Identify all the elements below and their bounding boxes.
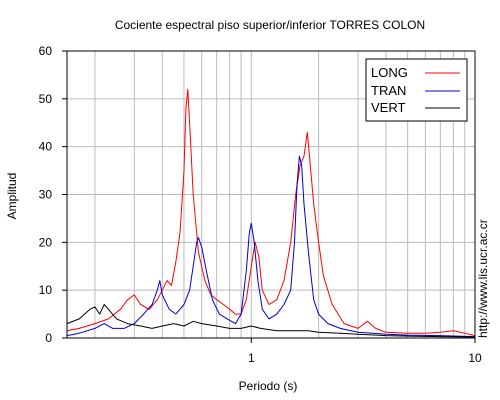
y-tick-label: 50 <box>39 92 53 106</box>
x-axis-label: Periodo (s) <box>239 379 298 393</box>
y-axis-label: Amplitud <box>5 173 19 220</box>
series-line-long <box>66 88 476 337</box>
series-line-vert <box>66 304 476 338</box>
y-tick-label: 40 <box>39 140 53 154</box>
series-layer <box>66 88 476 338</box>
legend-label-long: LONG <box>371 65 408 80</box>
y-tick-label: 20 <box>39 235 53 249</box>
y-tick-label: 60 <box>39 44 53 58</box>
y-tick-label: 0 <box>45 331 52 345</box>
axis-ticks: 0 10 20 30 40 50 60 1 10 <box>39 44 482 365</box>
legend-box <box>365 58 468 122</box>
y-tick-label: 10 <box>39 283 53 297</box>
x-tick-label: 1 <box>248 351 255 365</box>
legend-label-vert: VERT <box>371 100 405 115</box>
y-tick-label: 30 <box>39 188 53 202</box>
x-tick-label: 10 <box>468 351 482 365</box>
series-line-tran <box>66 155 476 338</box>
chart-title: Cociente espectral piso superior/inferio… <box>115 18 425 32</box>
legend-label-tran: TRAN <box>371 83 406 98</box>
legend: LONG TRAN VERT <box>365 58 468 122</box>
plot-frame <box>66 50 476 339</box>
credit-url: http://www.lis.ucr.ac.cr <box>476 219 490 338</box>
